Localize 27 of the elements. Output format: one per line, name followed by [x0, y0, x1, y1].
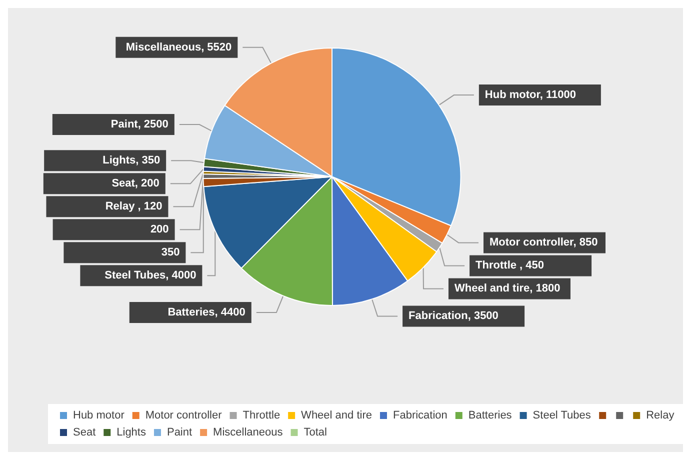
- data-label: 350: [161, 246, 180, 259]
- legend-label: Batteries: [468, 410, 512, 422]
- data-label: Seat, 200: [112, 178, 160, 190]
- legend-label: Fabrication: [392, 410, 448, 422]
- data-label: Relay , 120: [105, 200, 162, 213]
- legend-label: Throttle: [242, 410, 280, 422]
- data-label: Lights, 350: [102, 154, 160, 167]
- data-label: Wheel and tire, 1800: [454, 282, 560, 295]
- legend-label: Total: [304, 426, 328, 438]
- data-label: Hub motor, 11000: [484, 89, 576, 102]
- legend-label: Hub motor: [73, 410, 125, 422]
- data-label: 200: [150, 224, 169, 236]
- data-label: Miscellaneous, 5520: [126, 41, 232, 54]
- legend-label: Relay: [646, 410, 675, 422]
- legend-label: Paint: [166, 426, 192, 438]
- data-label: Fabrication, 3500: [408, 310, 498, 322]
- data-label: Steel Tubes, 4000: [104, 270, 196, 282]
- legend-label: Wheel and tire: [301, 410, 372, 422]
- data-label: Throttle , 450: [476, 260, 544, 272]
- legend-label: Seat: [73, 426, 96, 438]
- data-label: Motor controller, 850: [490, 236, 598, 249]
- legend-label: Lights: [116, 426, 146, 438]
- legend-label: Motor controller: [145, 410, 222, 422]
- data-label: Batteries, 4400: [168, 306, 246, 319]
- data-label: Paint, 2500: [110, 118, 168, 131]
- legend-label: Miscellaneous: [213, 426, 284, 438]
- legend-label: Steel Tubes: [532, 410, 592, 422]
